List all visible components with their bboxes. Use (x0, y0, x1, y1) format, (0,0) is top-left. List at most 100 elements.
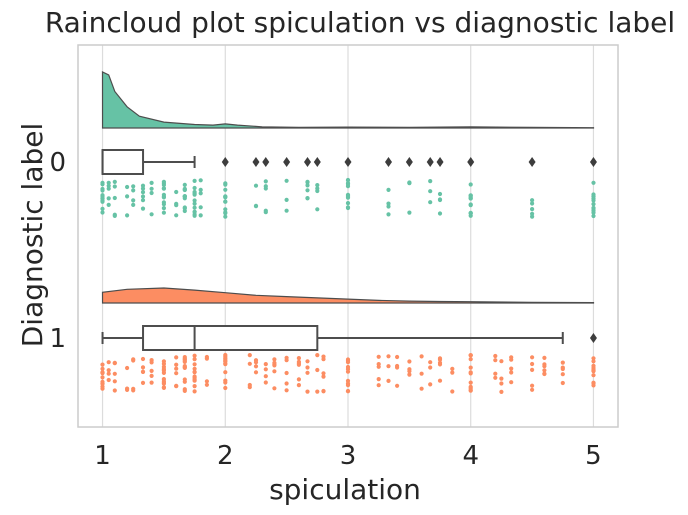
rain-point-group-1 (192, 357, 197, 362)
rain-point-group-1 (204, 354, 209, 360)
rain-point-group-0 (182, 206, 187, 211)
rain-point-group-1 (437, 362, 443, 367)
rain-point-group-1 (253, 370, 259, 375)
rain-point-group-0 (591, 210, 596, 215)
x-tick-label: 3 (340, 441, 357, 471)
rain-point-group-0 (468, 193, 473, 198)
rain-point-group-0 (131, 202, 136, 207)
rain-point-group-0 (106, 183, 111, 188)
rain-point-group-1 (386, 364, 391, 369)
rain-point-group-1 (468, 353, 473, 358)
rain-point-group-1 (106, 360, 111, 365)
rain-point-group-1 (395, 383, 400, 388)
rain-point-group-1 (174, 355, 179, 360)
rain-point-group-1 (272, 369, 277, 374)
rain-point-group-1 (192, 384, 197, 389)
rain-point-group-1 (100, 362, 105, 367)
rain-point-group-0 (100, 196, 105, 201)
outlier-point-group-1 (589, 333, 597, 343)
rain-point-group-0 (182, 194, 187, 199)
rain-point-group-1 (542, 371, 547, 377)
rain-point-group-0 (140, 183, 146, 188)
rain-point-group-0 (468, 203, 473, 208)
rain-point-group-1 (542, 362, 547, 367)
rain-point-group-0 (428, 200, 433, 205)
rain-point-group-1 (395, 363, 400, 369)
rain-point-group-0 (223, 187, 228, 192)
rain-point-group-1 (296, 359, 301, 364)
rain-point-group-1 (247, 361, 252, 366)
rain-point-group-1 (345, 357, 351, 362)
rain-point-group-0 (407, 180, 412, 185)
rain-point-group-1 (192, 374, 197, 379)
rain-point-group-0 (182, 182, 187, 187)
rain-point-group-0 (100, 193, 105, 198)
plot-area: 1 2 3 4 5 0 1 (49, 44, 619, 471)
rain-point-group-1 (100, 375, 105, 380)
rain-point-group-1 (140, 380, 146, 385)
rain-point-group-1 (321, 388, 326, 394)
rain-point-group-0 (305, 180, 310, 185)
outlier-point-group-0 (313, 157, 321, 167)
rain-point-group-0 (161, 179, 166, 184)
rain-point-group-1 (509, 380, 514, 385)
rain-point-group-1 (125, 365, 130, 371)
rain-point-group-0 (161, 210, 166, 215)
rain-point-group-1 (140, 356, 146, 362)
rain-point-group-0 (315, 207, 320, 212)
rain-point-group-1 (112, 379, 117, 384)
rain-point-group-1 (223, 352, 228, 358)
rain-point-group-1 (161, 359, 166, 364)
rain-point-group-1 (428, 360, 433, 365)
rain-point-group-1 (192, 353, 197, 358)
rain-point-group-0 (437, 191, 443, 197)
rain-point-group-0 (192, 209, 197, 214)
rain-point-group-0 (345, 178, 351, 183)
rain-point-group-0 (284, 178, 289, 183)
rain-point-group-1 (560, 360, 565, 365)
rain-point-group-1 (376, 377, 381, 382)
rain-point-group-1 (591, 359, 596, 364)
rain-point-group-1 (450, 370, 455, 375)
rain-point-group-1 (223, 378, 228, 383)
rain-point-group-1 (345, 367, 351, 372)
outlier-point-group-0 (385, 157, 392, 167)
rain-point-group-1 (321, 374, 326, 379)
rain-point-group-1 (247, 385, 252, 390)
rain-point-group-0 (161, 186, 166, 191)
rain-point-group-1 (149, 368, 154, 373)
rain-point-group-1 (493, 375, 498, 380)
rain-point-group-1 (192, 389, 197, 394)
rain-point-group-1 (140, 369, 146, 374)
rain-point-group-1 (450, 389, 455, 394)
rain-point-group-1 (591, 356, 596, 361)
rain-point-group-0 (140, 186, 146, 191)
rain-point-group-0 (386, 212, 391, 217)
rain-point-group-1 (149, 360, 154, 365)
rain-point-group-1 (223, 362, 228, 367)
rain-point-group-0 (198, 213, 203, 218)
rain-point-group-1 (428, 382, 433, 387)
rain-point-group-0 (345, 181, 351, 187)
rain-point-group-0 (140, 206, 146, 211)
rain-point-group-1 (591, 369, 596, 374)
rain-point-group-1 (499, 359, 504, 364)
rain-point-group-0 (263, 184, 268, 189)
rain-point-group-1 (161, 385, 166, 390)
rain-point-group-1 (192, 369, 197, 375)
rain-point-group-1 (419, 371, 424, 376)
rain-point-group-1 (284, 381, 289, 386)
rain-point-group-1 (100, 371, 105, 376)
rain-point-group-1 (468, 388, 473, 393)
rain-point-group-0 (591, 194, 596, 199)
rain-point-group-1 (263, 380, 268, 385)
rain-point-group-1 (174, 362, 179, 367)
box-group-1 (142, 325, 319, 351)
x-tick-label: 5 (585, 441, 602, 471)
rain-point-group-1 (174, 384, 179, 389)
rain-point-group-0 (223, 195, 228, 200)
rain-point-group-1 (161, 364, 166, 369)
rain-point-group-0 (140, 198, 146, 203)
rain-point-group-0 (112, 179, 117, 184)
rain-point-group-0 (591, 202, 596, 207)
